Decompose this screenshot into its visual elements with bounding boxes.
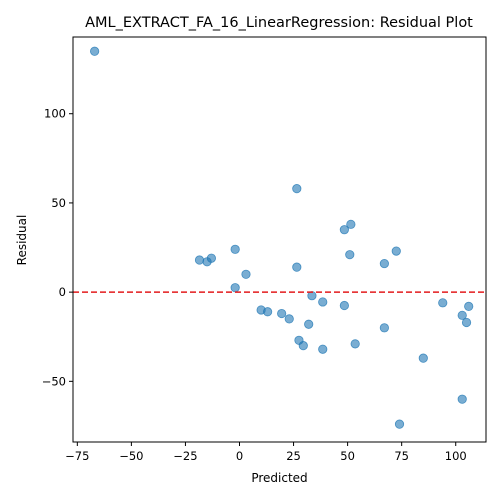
x-tick-label: 75 [394,449,409,463]
data-point [304,320,312,328]
data-point [319,298,327,306]
y-tick-label: 50 [51,196,66,210]
data-point [351,340,359,348]
x-tick-label: 0 [236,449,243,463]
x-axis-label: Predicted [251,471,307,485]
data-point [395,420,403,428]
y-tick-label: −50 [42,374,66,388]
x-tick-label: 25 [286,449,301,463]
data-point [419,354,427,362]
data-point [380,259,388,267]
data-point [392,247,400,255]
data-point [458,395,466,403]
data-point [231,245,239,253]
x-tick-label: −50 [119,449,143,463]
data-point [242,270,250,278]
x-tick-label: −25 [173,449,197,463]
data-point [231,283,239,291]
chart-title: AML_EXTRACT_FA_16_LinearRegression: Resi… [85,15,473,31]
data-point [203,258,211,266]
data-point [285,315,293,323]
x-tick-label: 100 [445,449,467,463]
x-tick-label: 50 [340,449,355,463]
plot-frame [73,37,486,442]
data-point [439,299,447,307]
data-point [340,225,348,233]
data-point [299,341,307,349]
data-point [346,250,354,258]
data-point [462,318,470,326]
y-tick-label: 0 [59,285,66,299]
y-tick-label: 100 [44,107,66,121]
y-axis-label: Residual [15,215,29,266]
data-point [277,309,285,317]
data-point [293,263,301,271]
data-point [319,345,327,353]
data-point [380,324,388,332]
data-point [195,256,203,264]
data-point [340,301,348,309]
data-point [293,184,301,192]
data-point [90,47,98,55]
x-tick-label: −75 [65,449,89,463]
data-point [465,302,473,310]
data-point [263,308,271,316]
